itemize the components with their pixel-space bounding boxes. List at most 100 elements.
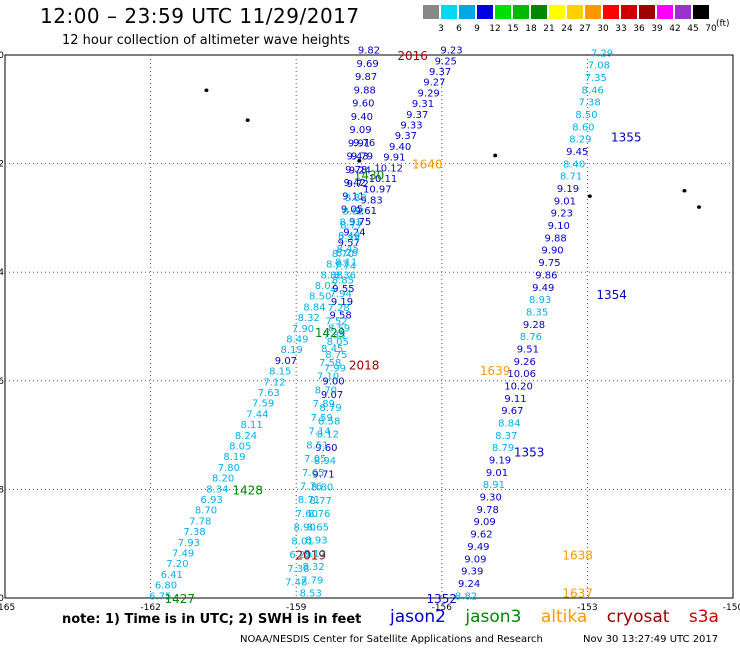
lat-tick-label: -30 [0, 594, 4, 604]
swh-value: 9.79 [351, 152, 373, 163]
swh-value: 7.59 [311, 413, 333, 424]
swh-value: 8.29 [569, 135, 591, 146]
swh-value: 9.49 [532, 283, 554, 294]
swh-value: 8.40 [338, 231, 360, 242]
swh-value: 9.60 [352, 99, 374, 110]
swh-value: 7.93 [178, 538, 200, 549]
lon-tick-label: -150 [723, 603, 740, 613]
lon-tick-label: -156 [432, 603, 453, 613]
swh-value: 9.31 [412, 99, 434, 110]
swh-value: 7.59 [252, 399, 274, 410]
swh-value: 8.32 [298, 313, 320, 324]
swh-value: 9.40 [351, 112, 373, 123]
swh-value: 8.79 [320, 403, 342, 414]
sat-altika: altika [540, 607, 588, 627]
swh-value: 8.51 [306, 440, 328, 451]
swh-value: 8.93 [305, 536, 327, 547]
swh-value: 8.79 [492, 443, 514, 454]
swh-value: 8.62 [342, 207, 364, 218]
swh-value: 7.20 [166, 559, 188, 570]
swh-value: 9.37 [406, 110, 428, 121]
legend-swatch [603, 5, 619, 19]
swh-value: 9.19 [331, 297, 353, 308]
swh-value: 7.48 [285, 578, 307, 589]
swh-value: 9.67 [501, 406, 523, 417]
legend-level: 30 [597, 24, 609, 34]
pass-time-label: 1638 [562, 549, 593, 563]
swh-value: 6.80 [155, 581, 177, 592]
swh-value: 7.38 [183, 527, 205, 538]
legend-level: 36 [633, 24, 645, 34]
swh-value: 8.37 [495, 431, 517, 442]
swh-value: 7.94 [330, 289, 352, 300]
swh-value: 9.90 [541, 246, 563, 257]
island-marker [697, 205, 702, 209]
swh-value: 9.24 [458, 579, 480, 590]
swh-value: 8.75 [325, 350, 347, 361]
legend-swatch [531, 5, 547, 19]
swh-value: 8.49 [286, 334, 308, 345]
swh-value: 8.36 [334, 271, 356, 282]
swh-value: 9.72 [347, 179, 369, 190]
swh-value: 9.71 [312, 469, 334, 480]
pass-time-label: 1354 [596, 288, 627, 302]
swh-value: 9.91 [348, 138, 370, 149]
island-marker [245, 118, 250, 122]
island-marker [493, 153, 498, 158]
swh-value: 8.53 [300, 589, 322, 600]
swh-value: 9.83 [360, 195, 382, 206]
swh-value: 9.09 [473, 517, 495, 528]
swh-value: 7.89 [313, 399, 335, 410]
swh-value: 9.40 [389, 142, 411, 153]
lon-tick-label: -162 [140, 603, 160, 613]
swh-value: 8.91 [483, 480, 505, 491]
legend-level: 18 [525, 24, 537, 34]
pass-time-label: 1640 [412, 158, 443, 172]
swh-value: 7.80 [218, 463, 240, 474]
swh-value: 7.49 [172, 548, 194, 559]
legend-level: 9 [474, 24, 480, 34]
pass-time-label: 2019 [295, 549, 326, 563]
swh-value: 10.97 [363, 185, 392, 196]
swh-value: 7.44 [246, 409, 268, 420]
swh-value: 9.88 [354, 85, 376, 96]
legend-level: 45 [687, 24, 699, 34]
pass-time-label: 1430 [354, 168, 385, 182]
swh-value: 6.41 [161, 570, 183, 581]
pass-time-label: 2018 [349, 359, 380, 373]
legend-level: 6 [456, 24, 462, 34]
swh-value: 9.43 [347, 152, 369, 163]
swh-value: 9.28 [523, 320, 545, 331]
swh-value: 9.86 [535, 270, 557, 281]
swh-value: 8.39 [345, 193, 367, 204]
swh-value: 9.00 [322, 377, 344, 388]
swh-value: 7.38 [287, 564, 309, 575]
pass-time-label: 1428 [232, 483, 263, 497]
legend-swatch [675, 5, 691, 19]
swh-value: 8.34 [206, 484, 228, 495]
map-frame [4, 54, 734, 599]
swh-value: 7.12 [263, 377, 285, 388]
swh-value: 9.45 [566, 147, 588, 158]
lat-tick-label: -20 [0, 51, 4, 61]
swh-value: 8.24 [235, 431, 257, 442]
swh-value: 8.46 [582, 85, 604, 96]
legend-level: 15 [507, 24, 519, 34]
swh-value: 9.07 [321, 390, 343, 401]
legend-swatch [549, 5, 565, 19]
swh-value: 8.65 [307, 522, 329, 533]
pass-time-label: 1353 [514, 445, 545, 459]
legend-unit: (ft) [716, 19, 730, 29]
swh-value: 7.74 [334, 262, 356, 273]
swh-value: 7.10 [317, 372, 339, 383]
swh-value: 9.69 [356, 59, 378, 70]
legend-swatch [441, 5, 457, 19]
swh-value: 8.84 [303, 302, 325, 313]
legend-level: 21 [543, 24, 555, 34]
swh-value: 9.19 [489, 456, 511, 467]
swh-value: 9.91 [383, 153, 405, 164]
sat-jason2: jason2 [390, 607, 446, 627]
swh-value: 8.82 [455, 591, 477, 602]
lon-tick-label: -165 [0, 603, 15, 613]
footnote: note: 1) Time is in UTC; 2) SWH is in fe… [62, 612, 362, 627]
